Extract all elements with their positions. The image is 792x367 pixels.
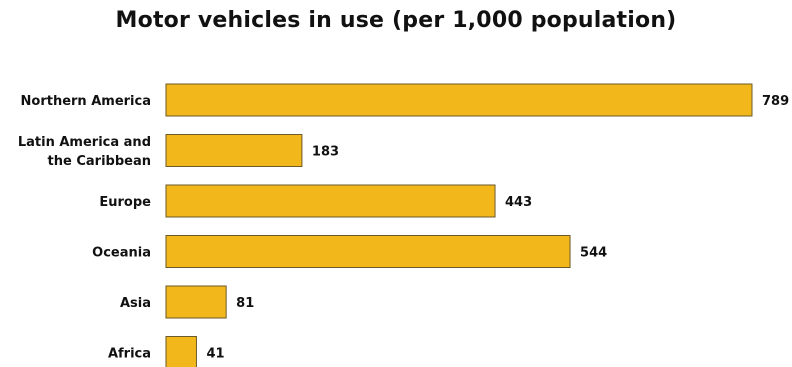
bar-3 [165, 235, 571, 268]
bar-0 [165, 83, 753, 117]
labels-layer: 789 Northern America 183 Latin America and t… [18, 94, 789, 362]
category-label-4: Asia [120, 296, 151, 311]
category-label-1-line-0: Latin America and [18, 135, 151, 150]
value-label-5: 41 [206, 347, 224, 362]
value-label-0: 789 [762, 94, 789, 109]
category-label-2: Europe [99, 195, 151, 210]
bar-2 [165, 184, 496, 218]
category-label-1-line-1: the Caribbean [48, 154, 151, 169]
chart-title: Motor vehicles in use (per 1,000 populat… [115, 8, 677, 33]
value-label-4: 81 [236, 296, 254, 311]
value-label-3: 544 [580, 246, 607, 261]
bar-1 [165, 134, 303, 167]
value-label-1: 183 [312, 145, 339, 160]
bar-5 [165, 336, 197, 367]
value-label-2: 443 [505, 195, 532, 210]
bar-4 [165, 285, 227, 319]
category-label-5: Africa [108, 347, 151, 362]
bars-layer [165, 83, 753, 367]
category-label-0: Northern America [21, 94, 151, 109]
category-label-3: Oceania [92, 246, 151, 261]
